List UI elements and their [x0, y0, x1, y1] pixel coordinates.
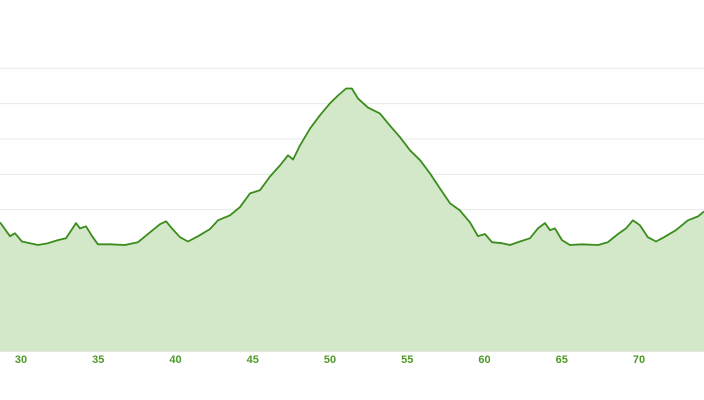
- x-tick-label: 55: [401, 354, 413, 366]
- area-line: [0, 87, 704, 246]
- x-tick-label: 50: [324, 354, 336, 366]
- x-tick-label: 60: [478, 354, 490, 366]
- area-fill: [0, 88, 704, 351]
- x-tick-label: 45: [247, 354, 259, 366]
- x-tick-label: 70: [633, 354, 645, 366]
- x-tick-label: 40: [169, 354, 181, 366]
- x-tick-label: 65: [556, 354, 568, 366]
- x-tick-label: 35: [92, 354, 104, 366]
- x-tick-label: 30: [15, 354, 27, 366]
